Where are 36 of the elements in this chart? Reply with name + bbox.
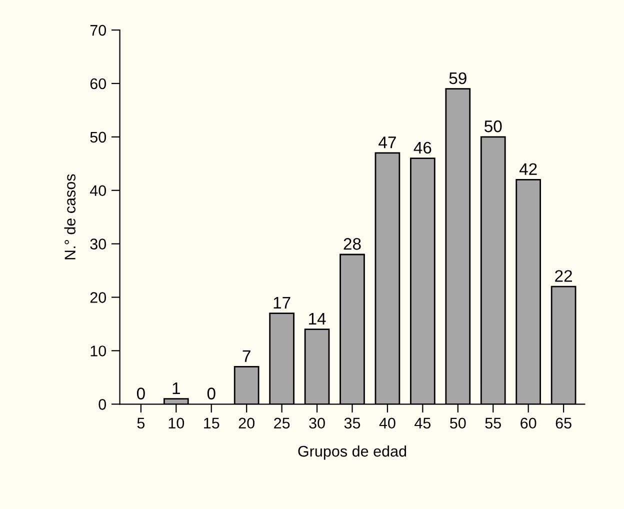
x-tick-label: 20	[238, 418, 254, 429]
x-tick-label: 30	[309, 418, 325, 429]
data-label: 14	[309, 313, 326, 324]
x-tick-label: 55	[485, 418, 501, 429]
data-label: 7	[242, 350, 250, 362]
data-label: 47	[378, 136, 396, 148]
y-tick-label: 10	[90, 346, 106, 356]
data-label: 46	[414, 142, 432, 154]
y-tick-label: 30	[90, 238, 106, 250]
y-tick-label: 50	[90, 132, 106, 143]
y-tick-label: 40	[90, 185, 106, 196]
data-label: 1	[172, 382, 180, 394]
y-axis-title: N.° de casos	[64, 174, 76, 260]
data-label: 17	[274, 296, 290, 308]
y-tick-label: 20	[90, 292, 106, 303]
x-tick-label: 40	[379, 418, 396, 429]
x-tick-label: 15	[204, 418, 220, 429]
x-tick-label: 10	[168, 418, 184, 429]
data-label: 42	[519, 163, 537, 175]
x-tick-label: 25	[274, 418, 290, 429]
x-tick-label: 5	[137, 418, 145, 429]
x-tick-label: 65	[556, 418, 572, 429]
x-tick-label: 60	[520, 418, 536, 429]
y-tick-label: 60	[90, 78, 106, 90]
x-axis-title: Grupos de edad	[298, 445, 406, 460]
y-tick-label: 70	[90, 24, 106, 36]
x-tick-label: 45	[414, 418, 431, 429]
x-tick-label: 35	[344, 418, 360, 429]
y-tick-label: 0	[98, 399, 106, 410]
data-label: 50	[484, 120, 502, 132]
data-label: 59	[449, 72, 466, 84]
x-tick-label: 50	[450, 418, 466, 429]
data-label: 22	[555, 270, 572, 282]
data-label: 28	[344, 238, 361, 250]
data-label: 0	[207, 388, 216, 400]
data-label: 0	[136, 388, 145, 400]
